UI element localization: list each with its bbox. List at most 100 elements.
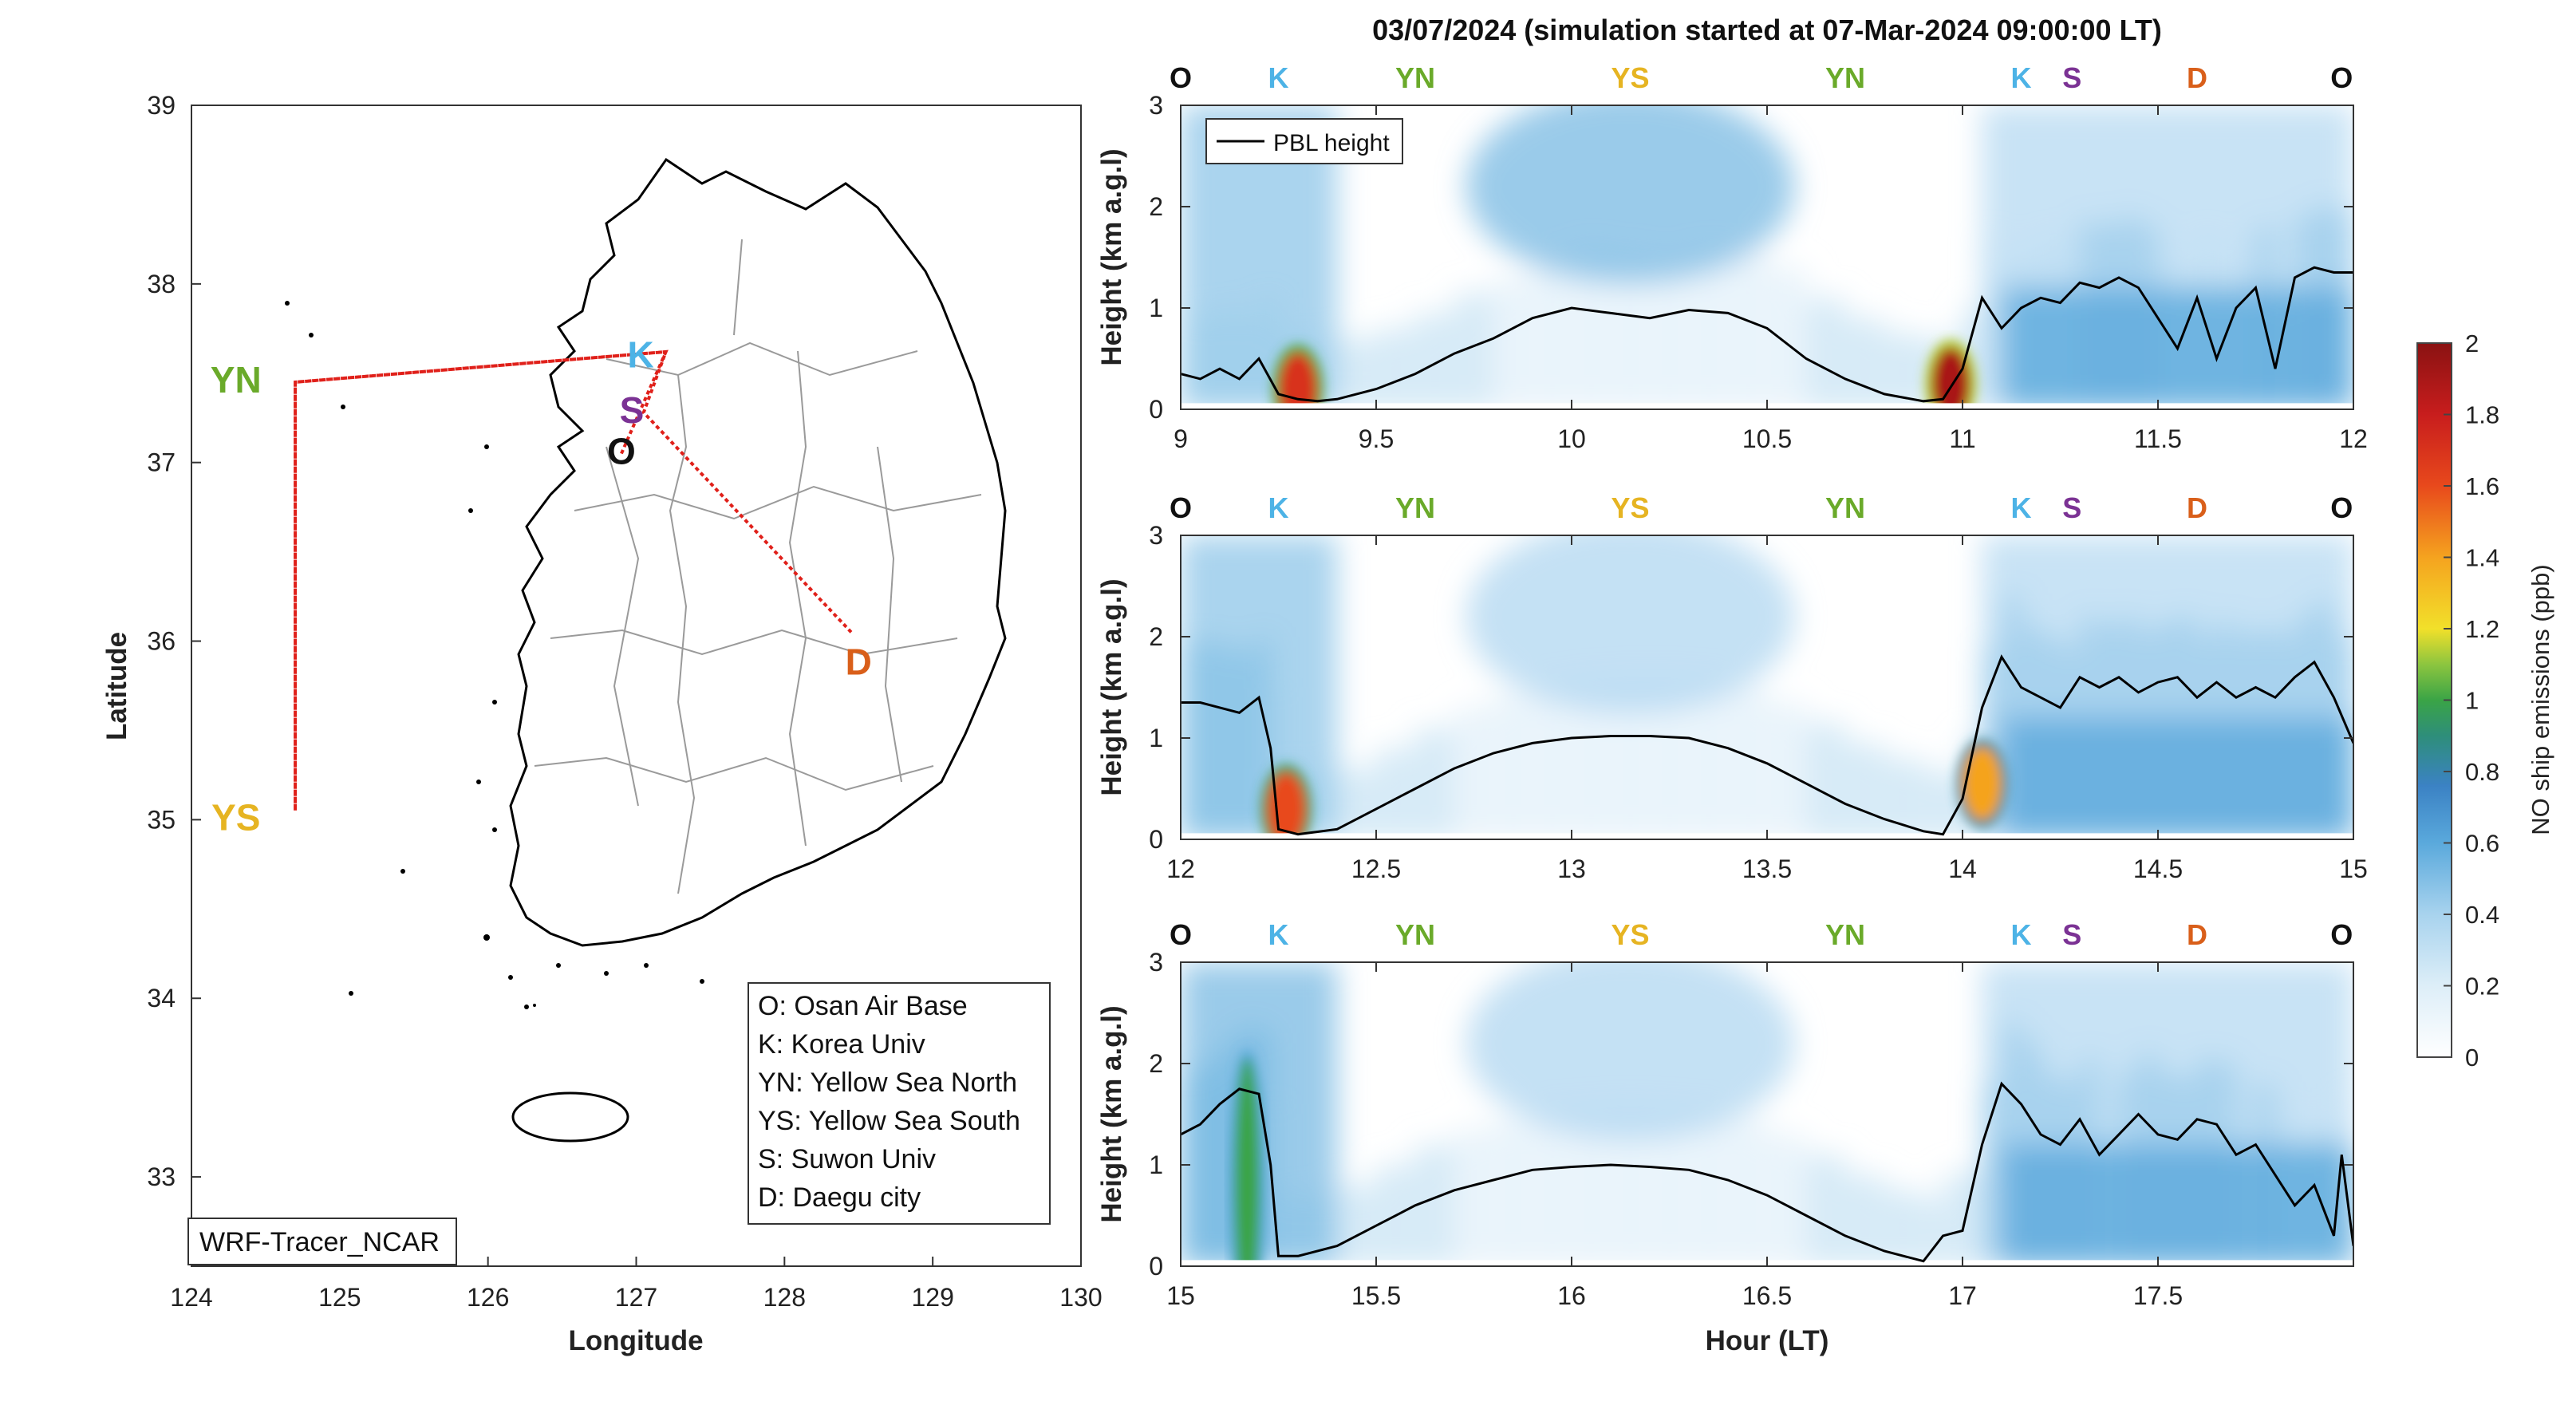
heatmap-column xyxy=(1650,257,1690,409)
ytick-label: 0 xyxy=(1149,1252,1163,1281)
pbl-legend: PBL height xyxy=(1205,118,1403,164)
right-boundary-plume xyxy=(2002,717,2353,839)
hotspot-layer xyxy=(1272,339,1977,409)
colorbar-tick-label: 0.2 xyxy=(2465,973,2499,1001)
xtick-label: 11.5 xyxy=(2134,424,2182,453)
map-panel: 124 125 126 127 128 129 130 33 34 35 36 37 38 39 O KS YN… xyxy=(101,91,1103,1356)
colorbar-tick-label: 0.8 xyxy=(2465,758,2499,786)
heatmap-column xyxy=(1923,770,1944,839)
site-label-O: O xyxy=(1170,61,1192,94)
map-ytick-label: 35 xyxy=(147,805,176,834)
xtick-label: 9 xyxy=(1174,424,1188,453)
right-boundary-plume xyxy=(2002,1144,2353,1266)
map-xtick-label: 128 xyxy=(763,1283,806,1312)
jeju-island xyxy=(511,1091,629,1143)
map-ytick-label: 39 xyxy=(147,91,176,120)
heatmap-column xyxy=(1767,1134,1807,1266)
map-site-YS: YS xyxy=(211,796,260,838)
heatmap-column xyxy=(1337,1185,1377,1266)
colorbar-tick-label: 1.8 xyxy=(2465,401,2499,429)
xtick-label: 14 xyxy=(1948,855,1977,883)
hotspot-core xyxy=(1279,352,1317,409)
site-label-O: O xyxy=(2330,918,2353,951)
site-label-YS: YS xyxy=(1611,491,1649,524)
map-site-D: D xyxy=(846,641,872,683)
heatmap-field xyxy=(1181,105,2353,409)
xtick-label: 10 xyxy=(1557,424,1586,453)
xtick-label: 9.5 xyxy=(1359,424,1394,453)
xtick-label: 16.5 xyxy=(1742,1281,1792,1310)
site-legend: O: Osan Air Base K: Korea Univ YN: Yello… xyxy=(748,982,1051,1225)
map-site-K: K xyxy=(627,334,653,376)
xtick-label: 14.5 xyxy=(2133,855,2183,883)
hotspot-core xyxy=(1234,1057,1260,1266)
site-label-D: D xyxy=(2187,491,2207,524)
map-ylabel: Latitude xyxy=(101,632,132,740)
province-borders xyxy=(534,239,982,894)
heatmap-column xyxy=(1728,252,1768,409)
site-label-K: K xyxy=(2011,61,2032,94)
panel-ylabel: Height (km a.g.l) xyxy=(1096,1005,1127,1222)
map-xtick-label: 129 xyxy=(911,1283,953,1312)
heatmap-column xyxy=(1806,722,1846,839)
heatmap-column xyxy=(1454,707,1494,839)
ytick-label: 1 xyxy=(1149,724,1163,752)
heatmap-column xyxy=(1845,318,1885,409)
colorbar-tick-label: 0.4 xyxy=(2465,901,2499,929)
heatmap-column xyxy=(1533,1109,1572,1266)
map-ytick-label: 38 xyxy=(147,270,176,298)
site-label-O: O xyxy=(2330,491,2353,524)
xtick-label: 11 xyxy=(1949,424,1975,453)
ytick-label: 2 xyxy=(1149,1049,1163,1078)
colorbar-tick-label: 0 xyxy=(2465,1044,2479,1072)
site-label-YN: YN xyxy=(1395,918,1435,951)
xtick-label: 12 xyxy=(2339,424,2368,453)
pbl-line xyxy=(1181,1081,2353,1263)
hotspot-core xyxy=(1931,347,1970,409)
ytick-label: 2 xyxy=(1149,192,1163,221)
map-ytick-label: 34 xyxy=(147,984,176,1012)
hotspot-layer xyxy=(1228,1049,1267,1266)
xtick-label: 16 xyxy=(1557,1281,1586,1310)
islands xyxy=(285,301,704,1009)
xtick-label: 10.5 xyxy=(1742,424,1792,453)
ytick-label: 2 xyxy=(1149,622,1163,651)
upper-plume xyxy=(1466,535,1795,714)
legend-entry-K: K: Korea Univ xyxy=(758,1029,925,1060)
xtick-label: 15 xyxy=(1166,1281,1195,1310)
ytick-label: 3 xyxy=(1149,91,1163,120)
heatmap-column xyxy=(1845,1174,1885,1266)
site-label-K: K xyxy=(2011,918,2032,951)
site-label-YN: YN xyxy=(1825,491,1865,524)
ytick-label: 3 xyxy=(1149,948,1163,977)
site-label-S: S xyxy=(2062,491,2081,524)
map-xtick-label: 124 xyxy=(170,1283,212,1312)
heatmap-column xyxy=(1376,748,1416,839)
site-label-K: K xyxy=(1268,61,1289,94)
map-xtick-label: 125 xyxy=(318,1283,361,1312)
legend-entry-O: O: Osan Air Base xyxy=(758,991,968,1021)
xtick-label: 13.5 xyxy=(1742,855,1792,883)
hotspot-core xyxy=(1963,747,2002,820)
heatmap-column xyxy=(1415,728,1455,839)
pbl-line xyxy=(1181,266,2353,403)
map-xtick-label: 130 xyxy=(1059,1283,1102,1312)
panel-ylabel: Height (km a.g.l) xyxy=(1096,148,1127,365)
site-label-YN: YN xyxy=(1395,491,1435,524)
colorbar-tick-label: 1.4 xyxy=(2465,544,2499,572)
map-site-O: O xyxy=(607,431,636,472)
site-label-K: K xyxy=(1268,918,1289,951)
heatmap-column xyxy=(1454,1129,1494,1266)
map-ytick-label: 33 xyxy=(147,1162,176,1191)
heatmap-column xyxy=(1767,702,1807,839)
site-label-D: D xyxy=(2187,61,2207,94)
colorbar-tick-label: 2 xyxy=(2465,330,2479,357)
colorbar-tick-label: 1.2 xyxy=(2465,615,2499,643)
heatmap-blur-layer xyxy=(1181,535,2353,839)
site-label-S: S xyxy=(2062,918,2081,951)
legend-entry-D: D: Daegu city xyxy=(758,1182,921,1213)
ytick-label: 0 xyxy=(1149,395,1163,424)
site-label-K: K xyxy=(2011,491,2032,524)
panel-ylabel: Height (km a.g.l) xyxy=(1096,578,1127,795)
site-label-O: O xyxy=(1170,918,1192,951)
